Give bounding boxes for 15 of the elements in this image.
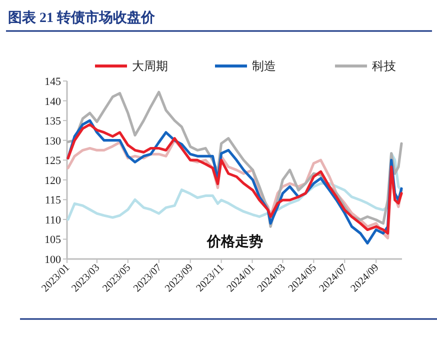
annotation: 价格走势: [206, 234, 263, 250]
y-tick-label: 135: [44, 116, 62, 128]
y-tick-label: 115: [44, 194, 62, 207]
y-tick-label: 110: [44, 214, 62, 226]
y-tick-label: 100: [44, 254, 62, 266]
y-tick-label: 120: [44, 174, 62, 187]
y-tick-label: 140: [44, 96, 62, 108]
legend-label: 制造: [252, 59, 276, 73]
y-tick-label: 125: [44, 155, 62, 168]
y-tick-label: 105: [44, 234, 62, 246]
y-tick-label: 130: [44, 135, 62, 148]
legend-label: 科技: [372, 59, 396, 73]
y-tick-label: 145: [44, 76, 62, 88]
chart-title: 图表 21 转债市场收盘价: [8, 9, 156, 26]
legend-label: 大周期: [132, 59, 168, 73]
